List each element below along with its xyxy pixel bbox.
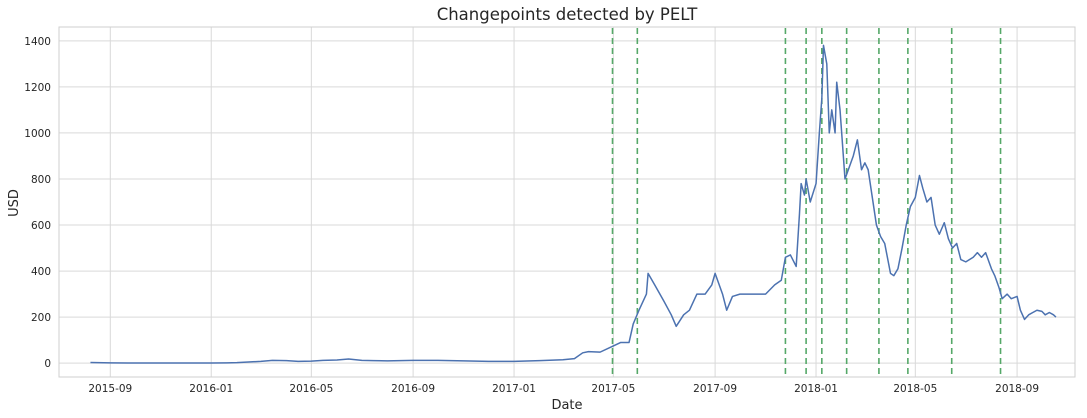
y-tick-label: 0 bbox=[44, 358, 51, 370]
y-tick-label: 800 bbox=[31, 174, 51, 186]
y-tick-label: 200 bbox=[31, 312, 51, 324]
x-axis-label: Date bbox=[551, 398, 582, 413]
y-tick-labels: 0 200 400 600 800 1000 1200 1400 bbox=[24, 36, 51, 370]
y-tick-label: 600 bbox=[31, 220, 51, 232]
x-tick-label: 2018-09 bbox=[995, 383, 1039, 395]
x-tick-labels: 2015-09 2016-01 2016-05 2016-09 2017-01 2017-… bbox=[88, 383, 1039, 395]
chart-title: Changepoints detected by PELT bbox=[437, 5, 699, 24]
y-tick-label: 1200 bbox=[24, 82, 51, 94]
x-tick-label: 2018-01 bbox=[794, 383, 838, 395]
y-tick-label: 400 bbox=[31, 266, 51, 278]
x-tick-label: 2016-05 bbox=[289, 383, 333, 395]
x-tick-label: 2017-05 bbox=[591, 383, 635, 395]
x-tick-label: 2016-01 bbox=[189, 383, 233, 395]
x-tick-label: 2017-09 bbox=[693, 383, 737, 395]
y-tick-label: 1400 bbox=[24, 36, 51, 48]
changepoint-layer bbox=[611, 28, 1002, 376]
x-tick-label: 2017-01 bbox=[492, 383, 536, 395]
series-layer bbox=[90, 44, 1057, 364]
y-tick-label: 1000 bbox=[24, 128, 51, 140]
plot-frame bbox=[58, 26, 1076, 378]
price-series-line bbox=[90, 44, 1057, 364]
x-tick-label: 2018-05 bbox=[893, 383, 937, 395]
x-tick-label: 2016-09 bbox=[391, 383, 435, 395]
grid-layer bbox=[59, 27, 1075, 377]
x-tick-label: 2015-09 bbox=[88, 383, 132, 395]
y-axis-label: USD bbox=[7, 189, 22, 217]
